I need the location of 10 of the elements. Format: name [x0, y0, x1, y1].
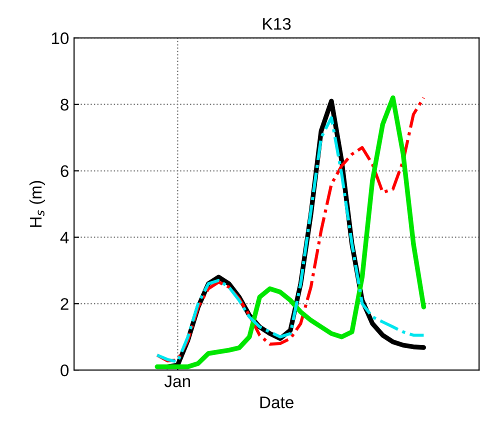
x-axis-title: Date: [260, 396, 294, 408]
y-axis-title: H$_{s}$ (m): [29, 180, 45, 227]
y-tick-label: 6: [60, 165, 68, 178]
y-tick-label: 10: [52, 32, 69, 44]
y-tick-label: 4: [60, 232, 69, 244]
chart-title: K13: [263, 18, 291, 30]
y-tick-label: 8: [60, 98, 68, 111]
y-tick-label: 2: [60, 298, 68, 310]
y-tick-label: 0: [60, 364, 69, 376]
x-tick-label: Jan: [164, 376, 190, 388]
